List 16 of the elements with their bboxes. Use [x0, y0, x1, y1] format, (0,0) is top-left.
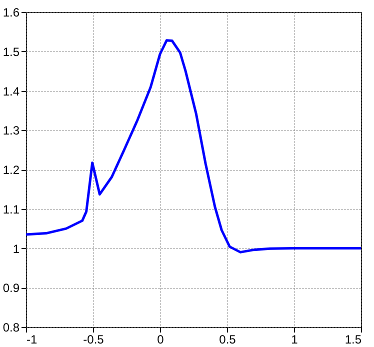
- y-tick-label: 0.9: [2, 281, 20, 296]
- line-series: [26, 39, 361, 254]
- y-tick-label: 1.3: [2, 124, 20, 138]
- x-tick-label: 1.5: [344, 332, 362, 346]
- x-tick-label: 0: [157, 332, 164, 346]
- x-tick-label: 0.5: [219, 332, 236, 346]
- y-tick-label: 1.5: [2, 44, 20, 59]
- x-tick-label: -0.5: [83, 332, 104, 346]
- y-tick-label: 1.4: [2, 84, 20, 98]
- x-tick-label: -1: [26, 332, 38, 346]
- x-tick-label: 1: [291, 332, 298, 346]
- y-tick-label: 1: [12, 242, 20, 256]
- y-tick-label: 1.1: [2, 202, 20, 216]
- y-tick-label: 1.6: [2, 6, 20, 20]
- y-tick-label: 0.8: [2, 320, 20, 334]
- y-tick-label: 1.2: [2, 163, 20, 177]
